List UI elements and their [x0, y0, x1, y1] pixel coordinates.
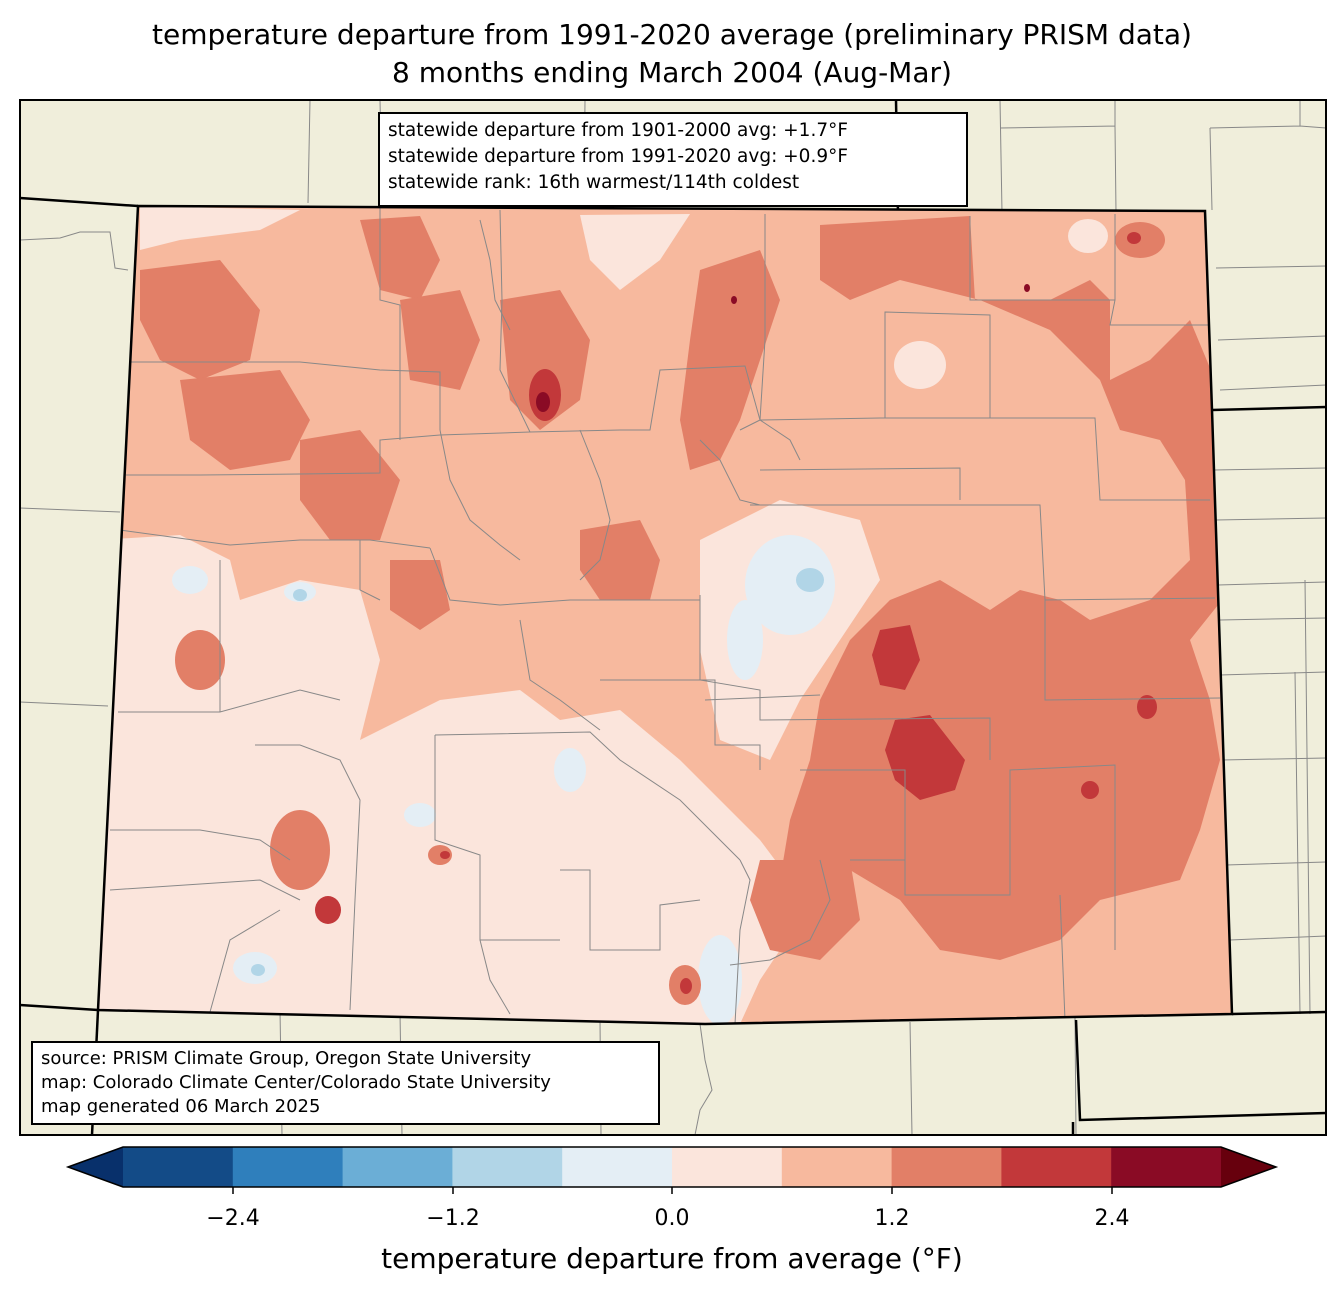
colorbar-segment	[1111, 1147, 1222, 1187]
colorbar-segment	[123, 1147, 234, 1187]
stats-line2: statewide departure from 1991-2020 avg: …	[388, 146, 848, 167]
colorbar-segment	[562, 1147, 673, 1187]
colorado-temperature-field	[98, 206, 1232, 1024]
colorbar-segment	[672, 1147, 783, 1187]
colorado-border	[96, 204, 1234, 1026]
colorbar-segment	[232, 1147, 344, 1187]
stats-line1: statewide departure from 1901-2000 avg: …	[388, 120, 848, 141]
colorbar-segment	[891, 1147, 1002, 1187]
colorbar-segment	[781, 1147, 893, 1187]
source-line2: map: Colorado Climate Center/Colorado St…	[41, 1072, 551, 1093]
colorbar	[65, 1146, 1279, 1194]
map-title-line2: 8 months ending March 2004 (Aug-Mar)	[392, 56, 952, 89]
stats-line3: statewide rank: 16th warmest/114th colde…	[388, 172, 800, 193]
colorbar-tick-label: −2.4	[206, 1206, 260, 1231]
map-frame	[19, 99, 1327, 1136]
colorbar-extend-low	[68, 1147, 123, 1187]
map-title-line1: temperature departure from 1991-2020 ave…	[152, 18, 1192, 51]
source-line3: map generated 06 March 2025	[41, 1096, 321, 1117]
statewide-stats-box: statewide departure from 1901-2000 avg: …	[378, 112, 968, 207]
source-box: source: PRISM Climate Group, Oregon Stat…	[31, 1041, 660, 1125]
colorbar-segment	[1001, 1147, 1112, 1187]
colorbar-tick-label: 1.2	[874, 1206, 910, 1231]
colorbar-segment	[342, 1147, 453, 1187]
county-lines	[109, 206, 1221, 1024]
colorbar-tick-label: −1.2	[426, 1206, 480, 1231]
source-line1: source: PRISM Climate Group, Oregon Stat…	[41, 1048, 532, 1069]
colorbar-segment	[452, 1147, 563, 1187]
colorbar-extend-high	[1221, 1147, 1276, 1187]
colorbar-outline	[65, 1146, 1279, 1188]
colorbar-tick-label: 2.4	[1094, 1206, 1130, 1231]
colorbar-label: temperature departure from average (°F)	[381, 1242, 963, 1275]
colorbar-tick-label: 0.0	[654, 1206, 690, 1231]
